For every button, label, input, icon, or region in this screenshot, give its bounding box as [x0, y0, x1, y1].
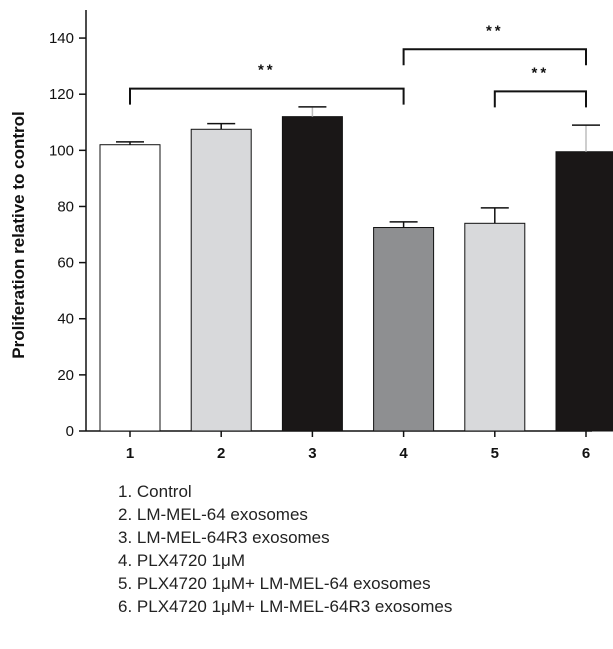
axes: 0 20 40 60 80 100 120 140 1 2 3 4 5 6 [49, 10, 592, 462]
legend-item: 5. PLX4720 1μM+ LM-MEL-64 exosomes [118, 574, 431, 593]
error-bars [116, 106, 600, 228]
y-tick-label: 100 [49, 142, 74, 159]
bar-1 [99, 144, 161, 432]
y-tick-label: 40 [57, 311, 74, 328]
bar-5 [464, 222, 526, 432]
bar-chart: 0 20 40 60 80 100 120 140 1 2 3 4 5 6 ** ** ** Prolifer… [9, 10, 613, 462]
x-tick-label: 6 [582, 445, 590, 462]
x-tick-label: 3 [308, 445, 316, 462]
legend-item: 2. LM-MEL-64 exosomes [118, 505, 308, 524]
legend-item: 4. PLX4720 1μM [118, 551, 245, 570]
significance-bracket-5-6 [493, 90, 587, 108]
legend-item: 3. LM-MEL-64R3 exosomes [118, 528, 330, 547]
significance-label: ** [486, 22, 504, 39]
significance-bracket-1-4 [129, 87, 405, 105]
x-tick-label: 5 [491, 445, 499, 462]
bar-3 [281, 116, 343, 432]
y-tick-label: 60 [57, 255, 74, 272]
legend-item: 6. PLX4720 1μM+ LM-MEL-64R3 exosomes [118, 597, 453, 616]
significance-brackets: ** ** ** [129, 22, 587, 108]
significance-label: ** [532, 64, 550, 81]
y-tick-label: 140 [49, 30, 74, 47]
bar-2 [190, 128, 252, 432]
bars [99, 116, 613, 432]
y-tick-label: 120 [49, 86, 74, 103]
y-tick-label: 20 [57, 367, 74, 384]
legend-item: 1. Control [118, 482, 192, 501]
bar-4 [373, 227, 435, 432]
legend-list: 1. Control 2. LM-MEL-64 exosomes 3. LM-MEL… [118, 480, 452, 618]
y-tick-label: 0 [66, 423, 74, 440]
chart-svg: 0 20 40 60 80 100 120 140 1 2 3 4 5 6 ** ** ** Prolifer… [9, 10, 613, 462]
x-tick-label: 4 [399, 445, 408, 462]
x-tick-label: 1 [126, 445, 134, 462]
y-tick-label: 80 [57, 198, 74, 215]
x-tick-label: 2 [217, 445, 225, 462]
significance-bracket-4-6 [402, 48, 587, 66]
significance-label: ** [258, 62, 276, 79]
y-axis-label: Proliferation relative to control [9, 111, 28, 359]
bar-6 [555, 151, 613, 432]
